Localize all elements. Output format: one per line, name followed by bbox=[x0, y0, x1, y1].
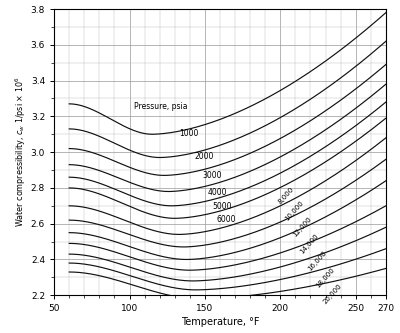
Text: 18,000: 18,000 bbox=[314, 266, 335, 289]
Text: 3000: 3000 bbox=[202, 171, 222, 180]
X-axis label: Temperature, °F: Temperature, °F bbox=[181, 317, 259, 327]
Text: Pressure, psia: Pressure, psia bbox=[134, 102, 188, 111]
Text: 20,000: 20,000 bbox=[322, 283, 343, 305]
Text: 14,000: 14,000 bbox=[299, 233, 320, 255]
Text: 4000: 4000 bbox=[208, 188, 228, 197]
Text: 16,000: 16,000 bbox=[307, 250, 328, 272]
Text: 5000: 5000 bbox=[212, 202, 232, 211]
Text: 10,000: 10,000 bbox=[284, 200, 305, 222]
Text: 12,000: 12,000 bbox=[292, 216, 313, 238]
Text: 8,000: 8,000 bbox=[276, 186, 294, 205]
Y-axis label: Water compressibility, $c_w$ 1/psi $\times$ 10$^6$: Water compressibility, $c_w$ 1/psi $\tim… bbox=[14, 77, 28, 227]
Text: 6000: 6000 bbox=[217, 215, 236, 224]
Text: 1000: 1000 bbox=[179, 129, 199, 138]
Text: 2000: 2000 bbox=[194, 152, 214, 161]
